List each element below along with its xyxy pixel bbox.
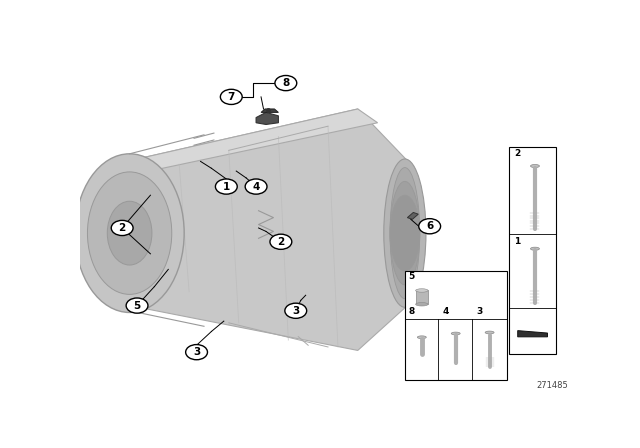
Ellipse shape bbox=[531, 164, 540, 168]
Ellipse shape bbox=[390, 195, 420, 271]
Ellipse shape bbox=[415, 289, 428, 292]
Ellipse shape bbox=[531, 247, 540, 250]
Polygon shape bbox=[256, 112, 278, 125]
Text: 1: 1 bbox=[223, 181, 230, 192]
Bar bbox=[405, 271, 507, 380]
Text: 3: 3 bbox=[476, 307, 483, 316]
Circle shape bbox=[126, 298, 148, 313]
Text: 5: 5 bbox=[408, 272, 415, 281]
Circle shape bbox=[419, 219, 440, 234]
Text: 4: 4 bbox=[252, 181, 260, 192]
Text: 4: 4 bbox=[442, 307, 449, 316]
Circle shape bbox=[245, 179, 267, 194]
Text: 6: 6 bbox=[426, 221, 433, 231]
Text: 8: 8 bbox=[408, 307, 415, 316]
Polygon shape bbox=[518, 331, 547, 337]
Circle shape bbox=[220, 89, 242, 104]
Text: 7: 7 bbox=[228, 92, 235, 102]
Ellipse shape bbox=[384, 159, 426, 307]
Circle shape bbox=[285, 303, 307, 319]
Ellipse shape bbox=[75, 154, 184, 313]
Ellipse shape bbox=[88, 172, 172, 294]
Text: 8: 8 bbox=[282, 78, 289, 88]
Text: 5: 5 bbox=[133, 301, 141, 310]
Ellipse shape bbox=[415, 302, 428, 306]
Text: 2: 2 bbox=[515, 149, 521, 158]
Text: 3: 3 bbox=[292, 306, 300, 316]
Ellipse shape bbox=[390, 168, 420, 299]
Bar bbox=[509, 147, 556, 354]
Circle shape bbox=[270, 234, 292, 250]
Ellipse shape bbox=[451, 332, 460, 335]
Ellipse shape bbox=[108, 201, 152, 265]
Polygon shape bbox=[261, 109, 278, 112]
Ellipse shape bbox=[485, 331, 494, 334]
Circle shape bbox=[186, 345, 207, 360]
Circle shape bbox=[275, 76, 297, 90]
Ellipse shape bbox=[390, 181, 420, 285]
Polygon shape bbox=[408, 212, 419, 220]
Bar bbox=[415, 290, 428, 304]
Text: 2: 2 bbox=[118, 223, 126, 233]
Ellipse shape bbox=[417, 336, 426, 339]
Circle shape bbox=[216, 179, 237, 194]
Text: 1: 1 bbox=[515, 237, 521, 246]
Polygon shape bbox=[129, 109, 378, 171]
Text: 2: 2 bbox=[277, 237, 285, 247]
Circle shape bbox=[111, 220, 133, 236]
Text: 271485: 271485 bbox=[537, 381, 568, 390]
Text: 3: 3 bbox=[193, 347, 200, 357]
Polygon shape bbox=[129, 109, 408, 350]
